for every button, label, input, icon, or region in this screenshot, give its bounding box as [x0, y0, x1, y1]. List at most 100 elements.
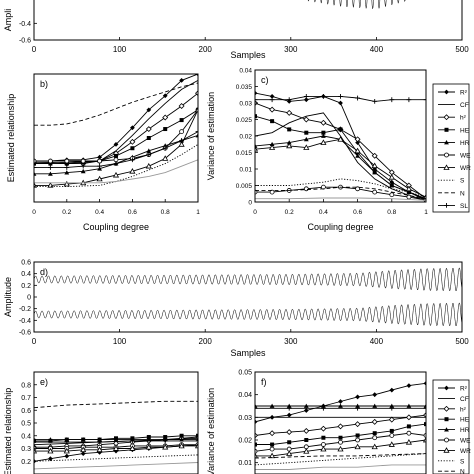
panel-c-ytick-label-5: 0.025 — [236, 117, 253, 124]
panel-f-series-5-point-7 — [372, 435, 378, 441]
panel-f-series-3-point-9 — [406, 424, 411, 429]
panel-b-series-5-point-5 — [113, 157, 119, 163]
panel-c-series-line-1 — [255, 112, 426, 201]
top-signal-xtick-label-2: 200 — [199, 45, 213, 54]
panel-e-series-0-point-3 — [80, 451, 86, 456]
panel-f-series-3-point-0 — [255, 442, 257, 447]
panel-b-series-5-point-4 — [97, 158, 102, 164]
panel-c-xtick-label-3: 0.6 — [353, 209, 362, 216]
panel-f-series-6-point-6 — [354, 443, 361, 450]
panel-f-series-0-point-7 — [372, 392, 378, 398]
panel-b-xtick-label-0: 0 — [32, 209, 36, 216]
panel-c-series-3-point-3 — [304, 130, 309, 135]
panel-f-series-2-point-6 — [354, 421, 361, 428]
panel-f-series-0-point-3 — [303, 408, 309, 413]
panel-b-series-6-point-2 — [63, 180, 70, 187]
panel-f-series-line-7 — [255, 453, 426, 466]
panel-e-series-4-point-0 — [34, 437, 37, 442]
panel-f-ytick-label-4: 0.05 — [238, 370, 252, 377]
panel-c-series-2-point-4 — [320, 119, 327, 126]
legend-top-label-3: HE — [460, 127, 470, 134]
panel-e-series-6-point-1 — [47, 447, 54, 454]
panel-c-xtick-label-4: 0.8 — [387, 209, 396, 216]
panel-e-series-line-10 — [34, 440, 198, 443]
panel-d-xtick-label-3: 300 — [284, 337, 298, 346]
panel-f-series-3-point-5 — [338, 435, 343, 440]
panel-c-series-10-point-6 — [355, 95, 360, 101]
panel-e-ytick-label-0: 0.2 — [21, 459, 31, 466]
panel-f-series-4-point-4 — [321, 403, 326, 408]
panel-f-series-line-8 — [255, 453, 426, 459]
panel-e-series-6-point-3 — [80, 446, 87, 453]
panel-f-ytick-label-3: 0.04 — [238, 392, 252, 399]
panel-e-series-6-point-6 — [129, 445, 136, 451]
panel-f-series-10-point-1 — [286, 405, 292, 411]
legend-top-label-7: S — [460, 178, 465, 185]
panel-c-series-6-point-9 — [405, 185, 412, 192]
panel-c-series-0-point-6 — [355, 140, 360, 145]
panel-e-series-6-point-8 — [162, 444, 169, 450]
panel-e-series-3-point-8 — [163, 435, 168, 440]
legend-top-label-9: SL — [460, 203, 468, 210]
panel-f-ytick-label-1: 0.02 — [238, 438, 252, 445]
panel-b-series-4-point-10 — [195, 133, 198, 138]
top-signal-xtick-label-4: 400 — [370, 45, 384, 54]
panel-e-series-10-point-2 — [97, 439, 102, 445]
panel-c-xtick-label-5: 1 — [424, 209, 428, 216]
panel-e-ytick-label-5: 0.7 — [21, 395, 31, 402]
panel-d-xlabel: Samples — [230, 348, 266, 358]
top-signal-signal-0 — [301, 0, 412, 10]
panel-f-series-6-point-0 — [255, 452, 259, 459]
panel-e-series-0-point-1 — [48, 456, 53, 462]
panel-b-series-10-point-9 — [179, 138, 184, 143]
panel-f-series-4-point-1 — [269, 403, 275, 408]
panel-e-panel-label: e) — [40, 377, 48, 387]
panel-f-series-2-point-8 — [388, 416, 395, 423]
panel-b-series-6-point-4 — [96, 175, 103, 182]
legend-top-label-2: h² — [460, 115, 467, 122]
panel-c-xlabel: Coupling degree — [307, 222, 373, 232]
panel-b-series-5-point-1 — [48, 158, 53, 164]
panel-b-series-10-point-2 — [64, 165, 70, 170]
panel-e-series-3-point-7 — [146, 435, 151, 440]
panel-c-series-10-point-1 — [269, 97, 275, 103]
panel-e-series-0-point-2 — [64, 453, 70, 459]
panel-e-series-0-point-4 — [97, 449, 102, 455]
legend-bottom-label-3: HE — [460, 417, 470, 424]
legend-top-swatch-marker-9 — [444, 203, 449, 208]
panel-f-series-2-point-7 — [371, 418, 378, 425]
panel-c-ytick-label-2: 0.01 — [239, 167, 252, 174]
panel-d-ytick-label-5: 0.4 — [21, 271, 31, 278]
panel-b-series-0-point-5 — [113, 142, 119, 147]
panel-c-ytick-label-6: 0.03 — [239, 101, 252, 108]
panel-e-series-10-point-4 — [162, 438, 168, 444]
panel-c-series-6-point-6 — [354, 147, 361, 154]
panel-b-series-3-point-0 — [34, 161, 36, 166]
panel-e-series-4-point-1 — [48, 437, 53, 442]
panel-b-series-3-point-8 — [163, 127, 168, 132]
legend-top-swatch-marker-3 — [444, 127, 449, 132]
legend-bottom-label-6: WR — [460, 448, 471, 455]
panel-c-ylabel: Variance of estimation — [206, 92, 216, 180]
panel-c-series-6-point-5 — [337, 136, 344, 142]
legend-bottom-label-1: CF — [460, 396, 469, 403]
panel-c-series-10-point-5 — [338, 94, 343, 99]
panel-c-ytick-label-4: 0.02 — [239, 134, 252, 141]
panel-c-series-3-point-1 — [270, 119, 275, 124]
panel-c-xtick-label-0: 0 — [253, 209, 257, 216]
panel-c-series-5-point-3 — [303, 186, 309, 192]
panel-f-series-0-point-2 — [286, 412, 292, 418]
panel-d-xtick-label-4: 400 — [370, 337, 384, 346]
panel-c-series-5-point-7 — [372, 189, 378, 195]
panel-f-series-6-point-3 — [303, 448, 310, 454]
panel-d-panel-label: d) — [40, 267, 48, 277]
panel-f-series-5-point-6 — [355, 437, 361, 443]
panel-c-series-0-point-0 — [255, 90, 258, 96]
panel-b-series-3-point-5 — [114, 153, 118, 158]
panel-b-series-6-point-9 — [178, 141, 185, 147]
panel-c-series-4-point-0 — [255, 143, 258, 148]
legend-top-label-5: WE — [460, 153, 471, 160]
panel-c-series-2-point-6 — [354, 136, 361, 143]
panel-f-series-2-point-1 — [269, 430, 276, 437]
panel-b-series-5-point-9 — [179, 129, 185, 135]
